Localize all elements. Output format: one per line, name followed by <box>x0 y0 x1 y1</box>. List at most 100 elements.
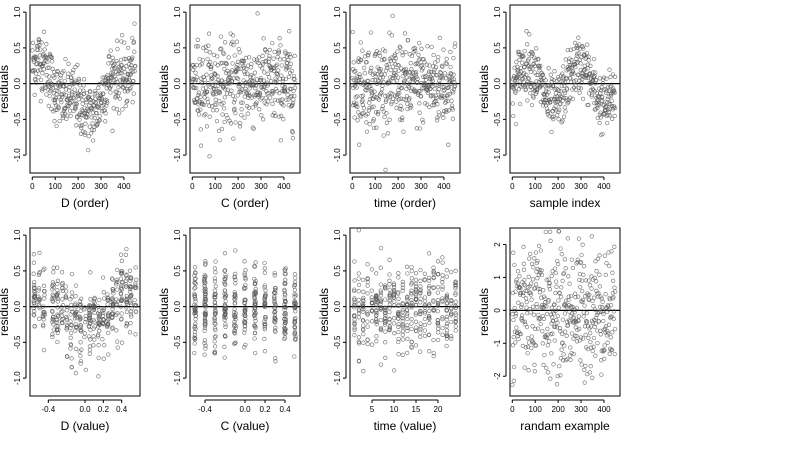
data-point <box>79 93 84 98</box>
data-point <box>217 137 223 143</box>
data-point <box>230 93 236 98</box>
data-point <box>378 67 383 72</box>
data-point <box>288 95 293 100</box>
data-point <box>63 56 68 62</box>
data-point <box>105 312 111 317</box>
data-point <box>79 327 84 333</box>
data-point <box>115 267 120 273</box>
data-point <box>202 280 207 286</box>
data-point <box>37 316 42 321</box>
data-point <box>422 74 428 80</box>
data-point <box>292 299 297 304</box>
data-point <box>531 61 536 66</box>
data-point <box>389 55 394 60</box>
data-point <box>585 42 590 47</box>
data-point <box>435 102 440 107</box>
data-point <box>528 251 533 257</box>
data-point <box>453 299 458 304</box>
data-point <box>362 65 367 70</box>
y-tick-label: 1.0 <box>333 229 342 241</box>
data-point <box>32 92 37 98</box>
data-point <box>83 313 88 319</box>
data-point <box>568 293 574 299</box>
y-tick-label: 0.5 <box>173 265 182 277</box>
data-point <box>232 312 237 318</box>
x-tick-label: -0.4 <box>41 405 55 414</box>
data-point <box>532 369 537 374</box>
data-point <box>511 378 517 383</box>
data-point <box>277 36 282 41</box>
data-point <box>526 57 531 62</box>
y-tick-label: 0.5 <box>493 42 502 54</box>
data-point <box>30 40 36 45</box>
data-point <box>192 286 197 291</box>
data-point <box>514 277 519 282</box>
data-point <box>214 118 220 124</box>
data-point <box>106 53 112 59</box>
y-tick-label: -1.0 <box>493 148 502 162</box>
data-point <box>449 98 454 103</box>
data-point <box>442 94 447 99</box>
data-point <box>192 85 197 91</box>
data-point <box>207 50 213 55</box>
data-point <box>78 88 83 93</box>
data-point <box>387 278 392 283</box>
data-point <box>516 69 521 74</box>
data-point <box>443 99 449 104</box>
x-tick-label: 20 <box>434 405 443 414</box>
data-point <box>223 322 228 327</box>
data-point <box>202 283 207 288</box>
data-point <box>534 79 539 84</box>
data-point <box>194 85 199 91</box>
data-point <box>114 282 119 287</box>
data-point <box>400 285 406 290</box>
data-point <box>431 337 436 343</box>
data-point <box>128 300 133 306</box>
data-point <box>42 292 47 298</box>
data-point <box>396 68 401 73</box>
data-point <box>353 81 358 86</box>
data-point <box>243 277 248 282</box>
data-point <box>404 93 410 99</box>
data-point <box>212 279 218 284</box>
data-point <box>435 337 441 343</box>
data-point <box>262 270 267 275</box>
data-point <box>400 279 405 285</box>
points-group <box>31 246 139 379</box>
data-point <box>418 291 423 296</box>
y-tick-label: -1 <box>493 339 502 347</box>
data-point <box>34 80 39 85</box>
data-point <box>195 44 201 49</box>
data-point <box>528 292 534 297</box>
data-point <box>193 299 198 304</box>
data-point <box>540 313 546 319</box>
data-point <box>527 256 532 261</box>
data-point <box>267 53 272 59</box>
data-point <box>31 313 37 318</box>
data-point <box>549 129 554 135</box>
data-point <box>449 311 454 317</box>
data-point <box>235 59 241 64</box>
data-point <box>587 283 593 288</box>
panel-p6: -0.4 0.0 0.2 0.4-1.0-0.50.00.51.0C (value)r… <box>157 227 301 433</box>
data-point <box>586 278 591 283</box>
data-point <box>124 309 130 315</box>
data-point <box>360 277 366 283</box>
data-point <box>91 106 96 111</box>
data-point <box>396 324 401 329</box>
data-point <box>206 43 211 48</box>
data-point <box>396 97 402 102</box>
data-point <box>405 311 410 316</box>
data-point <box>440 75 445 81</box>
data-point <box>222 276 227 282</box>
data-point <box>128 289 133 295</box>
data-point <box>558 73 564 78</box>
data-point <box>544 311 550 317</box>
data-point <box>566 99 571 105</box>
x-tick-label: 400 <box>597 405 611 414</box>
data-point <box>378 362 384 367</box>
data-point <box>611 309 617 314</box>
data-point <box>365 283 370 288</box>
data-point <box>453 328 458 333</box>
data-point <box>262 260 267 266</box>
